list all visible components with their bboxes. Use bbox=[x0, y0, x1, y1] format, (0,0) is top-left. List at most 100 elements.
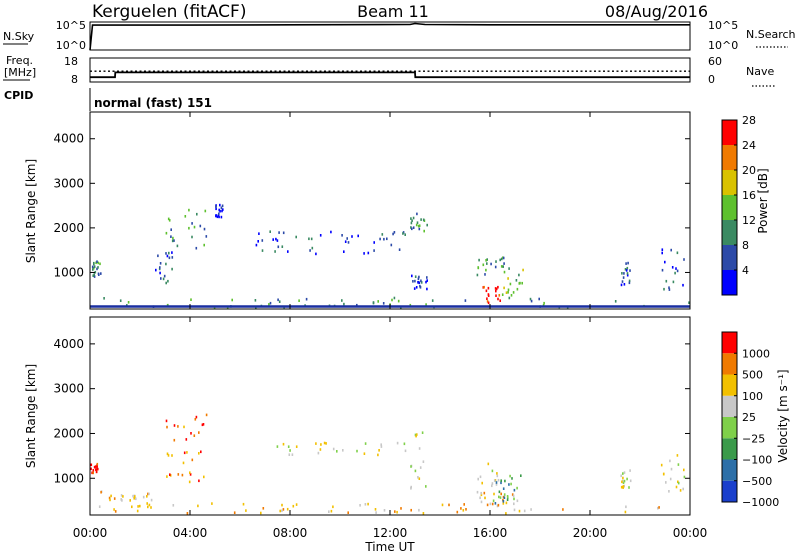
heatmap-cell bbox=[393, 231, 396, 234]
heatmap-cell bbox=[509, 474, 511, 478]
heatmap-cell bbox=[420, 281, 423, 284]
heatmap-cell bbox=[671, 266, 674, 269]
heatmap-cell bbox=[410, 217, 412, 220]
heatmap-cell bbox=[614, 300, 617, 303]
heatmap-cell bbox=[412, 216, 415, 220]
heatmap-cell bbox=[183, 425, 185, 429]
heatmap-cell bbox=[416, 212, 418, 216]
heatmap-cell bbox=[416, 221, 419, 224]
heatmap-cell bbox=[657, 506, 659, 510]
colorbar-segment bbox=[722, 245, 737, 270]
heatmap-cell bbox=[418, 227, 421, 231]
heatmap-cell bbox=[220, 206, 223, 210]
heatmap-cell bbox=[624, 268, 627, 271]
colorbar-tick-label: −25 bbox=[742, 432, 765, 445]
power-heatmap bbox=[90, 203, 690, 309]
heatmap-cell bbox=[378, 449, 380, 452]
radar-title: Kerguelen (fitACF) bbox=[92, 2, 246, 22]
heatmap-cell bbox=[216, 215, 219, 219]
heatmap-cell bbox=[682, 283, 684, 287]
heatmap-cell bbox=[96, 462, 99, 466]
heatmap-cell bbox=[495, 289, 497, 293]
heatmap-cell bbox=[96, 464, 98, 467]
heatmap-cell bbox=[92, 471, 94, 475]
heatmap-cell bbox=[507, 288, 510, 292]
y-tick-label: 3000 bbox=[53, 382, 84, 396]
heatmap-cell bbox=[93, 265, 96, 268]
heatmap-cell bbox=[168, 251, 170, 255]
heatmap-cell bbox=[204, 209, 207, 213]
heatmap-cell bbox=[295, 503, 298, 506]
heatmap-cell bbox=[177, 425, 179, 428]
heatmap-cell bbox=[279, 509, 281, 513]
heatmap-cell bbox=[503, 493, 506, 496]
heatmap-cell bbox=[487, 462, 490, 466]
heatmap-cell bbox=[94, 465, 97, 468]
heatmap-cell bbox=[215, 214, 217, 217]
heatmap-cell bbox=[513, 502, 515, 506]
heatmap-cell bbox=[217, 214, 220, 217]
heatmap-cell bbox=[496, 504, 499, 508]
heatmap-cell bbox=[622, 481, 625, 484]
heatmap-cell bbox=[411, 227, 413, 231]
heatmap-cell bbox=[278, 231, 280, 234]
heatmap-cell bbox=[481, 481, 483, 485]
heatmap-cell bbox=[359, 504, 361, 507]
heatmap-cell bbox=[500, 481, 502, 485]
heatmap-cell bbox=[92, 469, 95, 472]
heatmap-cell bbox=[364, 503, 367, 506]
heatmap-cell bbox=[286, 507, 289, 511]
heatmap-cell bbox=[172, 236, 174, 240]
heatmap-cell bbox=[421, 431, 424, 434]
heatmap-cell bbox=[109, 498, 111, 502]
heatmap-cell bbox=[486, 297, 488, 300]
heatmap-cell bbox=[100, 272, 102, 275]
velocity-panel-frame bbox=[89, 316, 691, 516]
heatmap-cell bbox=[502, 500, 505, 503]
heatmap-cell bbox=[269, 301, 272, 305]
heatmap-cell bbox=[382, 302, 385, 305]
nave-label: Nave bbox=[746, 65, 774, 78]
y-tick-label: 4000 bbox=[53, 337, 84, 351]
colorbar-tick-label: 16 bbox=[742, 189, 756, 202]
heatmap-cell bbox=[108, 496, 111, 500]
heatmap-cell bbox=[511, 477, 513, 480]
x-tick-label: 00:00 bbox=[73, 526, 108, 540]
heatmap-cell bbox=[93, 273, 95, 276]
heatmap-cell bbox=[159, 271, 161, 275]
heatmap-cell bbox=[418, 275, 420, 279]
heatmap-cell bbox=[477, 266, 480, 270]
heatmap-cell bbox=[169, 474, 172, 477]
heatmap-cell bbox=[278, 300, 281, 303]
heatmap-cell bbox=[622, 472, 624, 475]
heatmap-cell bbox=[281, 503, 283, 507]
heatmap-cell bbox=[493, 479, 496, 482]
heatmap-cell bbox=[191, 458, 194, 462]
heatmap-cell bbox=[166, 425, 168, 429]
heatmap-cell bbox=[521, 281, 523, 285]
heatmap-cell bbox=[476, 490, 479, 494]
heatmap-cell bbox=[626, 273, 629, 277]
heatmap-cell bbox=[625, 505, 627, 509]
y-tick-label: 4000 bbox=[53, 132, 84, 146]
colorbar-segment bbox=[722, 195, 737, 220]
heatmap-cell bbox=[193, 434, 196, 437]
heatmap-cell bbox=[298, 299, 300, 302]
heatmap-cell bbox=[146, 502, 148, 505]
heatmap-cell bbox=[400, 507, 402, 510]
heatmap-cell bbox=[658, 506, 660, 509]
heatmap-cell bbox=[431, 299, 434, 302]
heatmap-cell bbox=[624, 510, 627, 514]
heatmap-cell bbox=[660, 463, 663, 467]
heatmap-cell bbox=[166, 452, 169, 456]
heatmap-cell bbox=[415, 223, 418, 227]
heatmap-cell bbox=[665, 279, 668, 283]
heatmap-cell bbox=[343, 302, 345, 306]
nave-tick-top: 60 bbox=[708, 55, 722, 68]
heatmap-cell bbox=[418, 447, 421, 450]
heatmap-cell bbox=[380, 445, 383, 448]
heatmap-cell bbox=[683, 258, 685, 261]
heatmap-cell bbox=[683, 475, 686, 479]
heatmap-cell bbox=[623, 471, 626, 474]
colorbar-segment bbox=[722, 120, 737, 145]
